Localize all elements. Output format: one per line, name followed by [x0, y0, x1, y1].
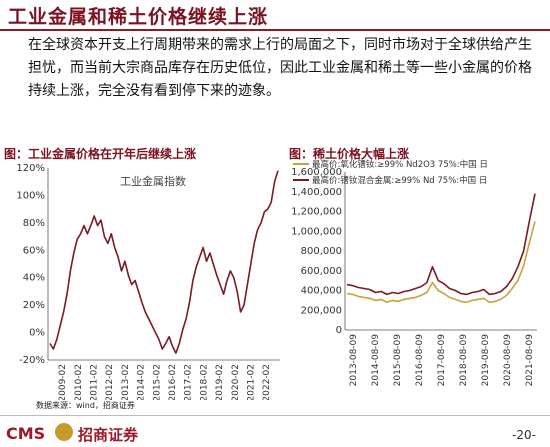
legend-label: 最高价:镨钕混合金属:≥99% Nd 75%:中国 日 — [312, 175, 487, 186]
x-tick-label: 2014-02 — [137, 364, 147, 400]
x-tick-label: 2009-02 — [58, 364, 68, 400]
y-tick-label: 80% — [23, 218, 45, 229]
y-tick-label: 1,400,000 — [291, 187, 342, 198]
x-tick-label: 2016-02 — [168, 364, 178, 400]
x-tick-label: 2018-02 — [199, 364, 209, 400]
y-tick-label: 60% — [23, 245, 45, 256]
y-tick-label: 0 — [336, 325, 342, 336]
x-tick-label: 2019-02 — [215, 364, 225, 400]
legend-label: 最高价:氧化镨钕:≥99% Nd2O3 75%:中国 日 — [312, 159, 488, 170]
y-tick-label: -20% — [19, 355, 45, 366]
x-tick-label: 2017-02 — [184, 364, 194, 400]
y-tick-label: 120% — [16, 163, 45, 174]
x-tick-label: 2016-08-09 — [415, 334, 425, 387]
y-tick-label: 400,000 — [301, 286, 342, 297]
x-tick-label: 2022-02 — [262, 364, 272, 400]
y-tick-label: 200,000 — [301, 305, 342, 316]
x-tick-label: 2020-08-09 — [503, 334, 513, 387]
series-line-1 — [49, 170, 279, 354]
y-tick-label: 600,000 — [301, 266, 342, 277]
x-tick-label: 2015-08-09 — [393, 334, 403, 387]
cms-logo: CMS — [6, 424, 46, 443]
left-chart-panel: 图：工业金属价格在开年后继续上涨 -20% 0% 20% 40% 60% 80% 100% 1… — [0, 145, 285, 402]
x-tick-label: 2017-08-09 — [437, 334, 447, 387]
right-chart-svg: 0 200,000 400,000 600,000 800,000 1,000,000 1,… — [291, 159, 537, 387]
y-tick-label: 1,600,000 — [291, 167, 342, 178]
x-tick-label: 2019-08-09 — [481, 334, 491, 387]
y-tick-label: 100% — [16, 190, 45, 201]
x-tick-label: 2021-02 — [246, 364, 256, 400]
y-tick-label: 800,000 — [301, 246, 342, 257]
x-tick-label: 2010-02 — [74, 364, 84, 400]
page-title: 工业金属和稀土价格继续上涨 — [8, 6, 269, 28]
title-divider — [0, 29, 550, 31]
right-chart-title: 图：稀土价格大幅上涨 — [289, 147, 410, 161]
left-chart-title: 图：工业金属价格在开年后继续上涨 — [4, 147, 197, 161]
brand-emblem-icon — [55, 423, 73, 441]
y-tick-label: 1,000,000 — [291, 226, 342, 237]
x-tick-label: 2013-02 — [121, 364, 131, 400]
right-chart-panel: 图：稀土价格大幅上涨 0 200,000 400,000 600,000 800,000… — [285, 145, 550, 400]
x-tick-label: 2012-02 — [105, 364, 115, 400]
x-tick-label: 2018-08-09 — [459, 334, 469, 387]
footer-divider — [0, 415, 550, 416]
y-tick-label: 20% — [23, 300, 45, 311]
page-number: -20- — [512, 428, 536, 442]
series-line-1 — [346, 221, 536, 304]
brand-name: 招商证券 — [78, 426, 139, 444]
x-tick-label: 2013-08-09 — [349, 334, 359, 387]
body-paragraph: 在全球资本开支上行周期带来的需求上行的局面之下，同时市场对于全球供给产生担忧，而… — [28, 37, 532, 99]
x-tick-label: 2014-08-09 — [371, 334, 381, 387]
y-tick-label: 0% — [29, 328, 45, 339]
series-line-2 — [346, 193, 536, 296]
x-tick-label: 2011-02 — [90, 364, 100, 400]
y-tick-label: 40% — [23, 273, 45, 284]
y-tick-label: 1,200,000 — [291, 207, 342, 218]
x-tick-label: 2021-08-09 — [525, 334, 535, 387]
left-chart-svg: -20% 0% 20% 40% 60% 80% 100% 120% 2009-02 2010-02… — [16, 163, 280, 402]
x-tick-label: 2020-02 — [231, 364, 241, 400]
x-tick-label: 2015-02 — [152, 364, 162, 400]
legend-label: 工业金属指数 — [120, 174, 186, 188]
data-source: 数据来源：wind，招商证券 — [36, 401, 135, 410]
